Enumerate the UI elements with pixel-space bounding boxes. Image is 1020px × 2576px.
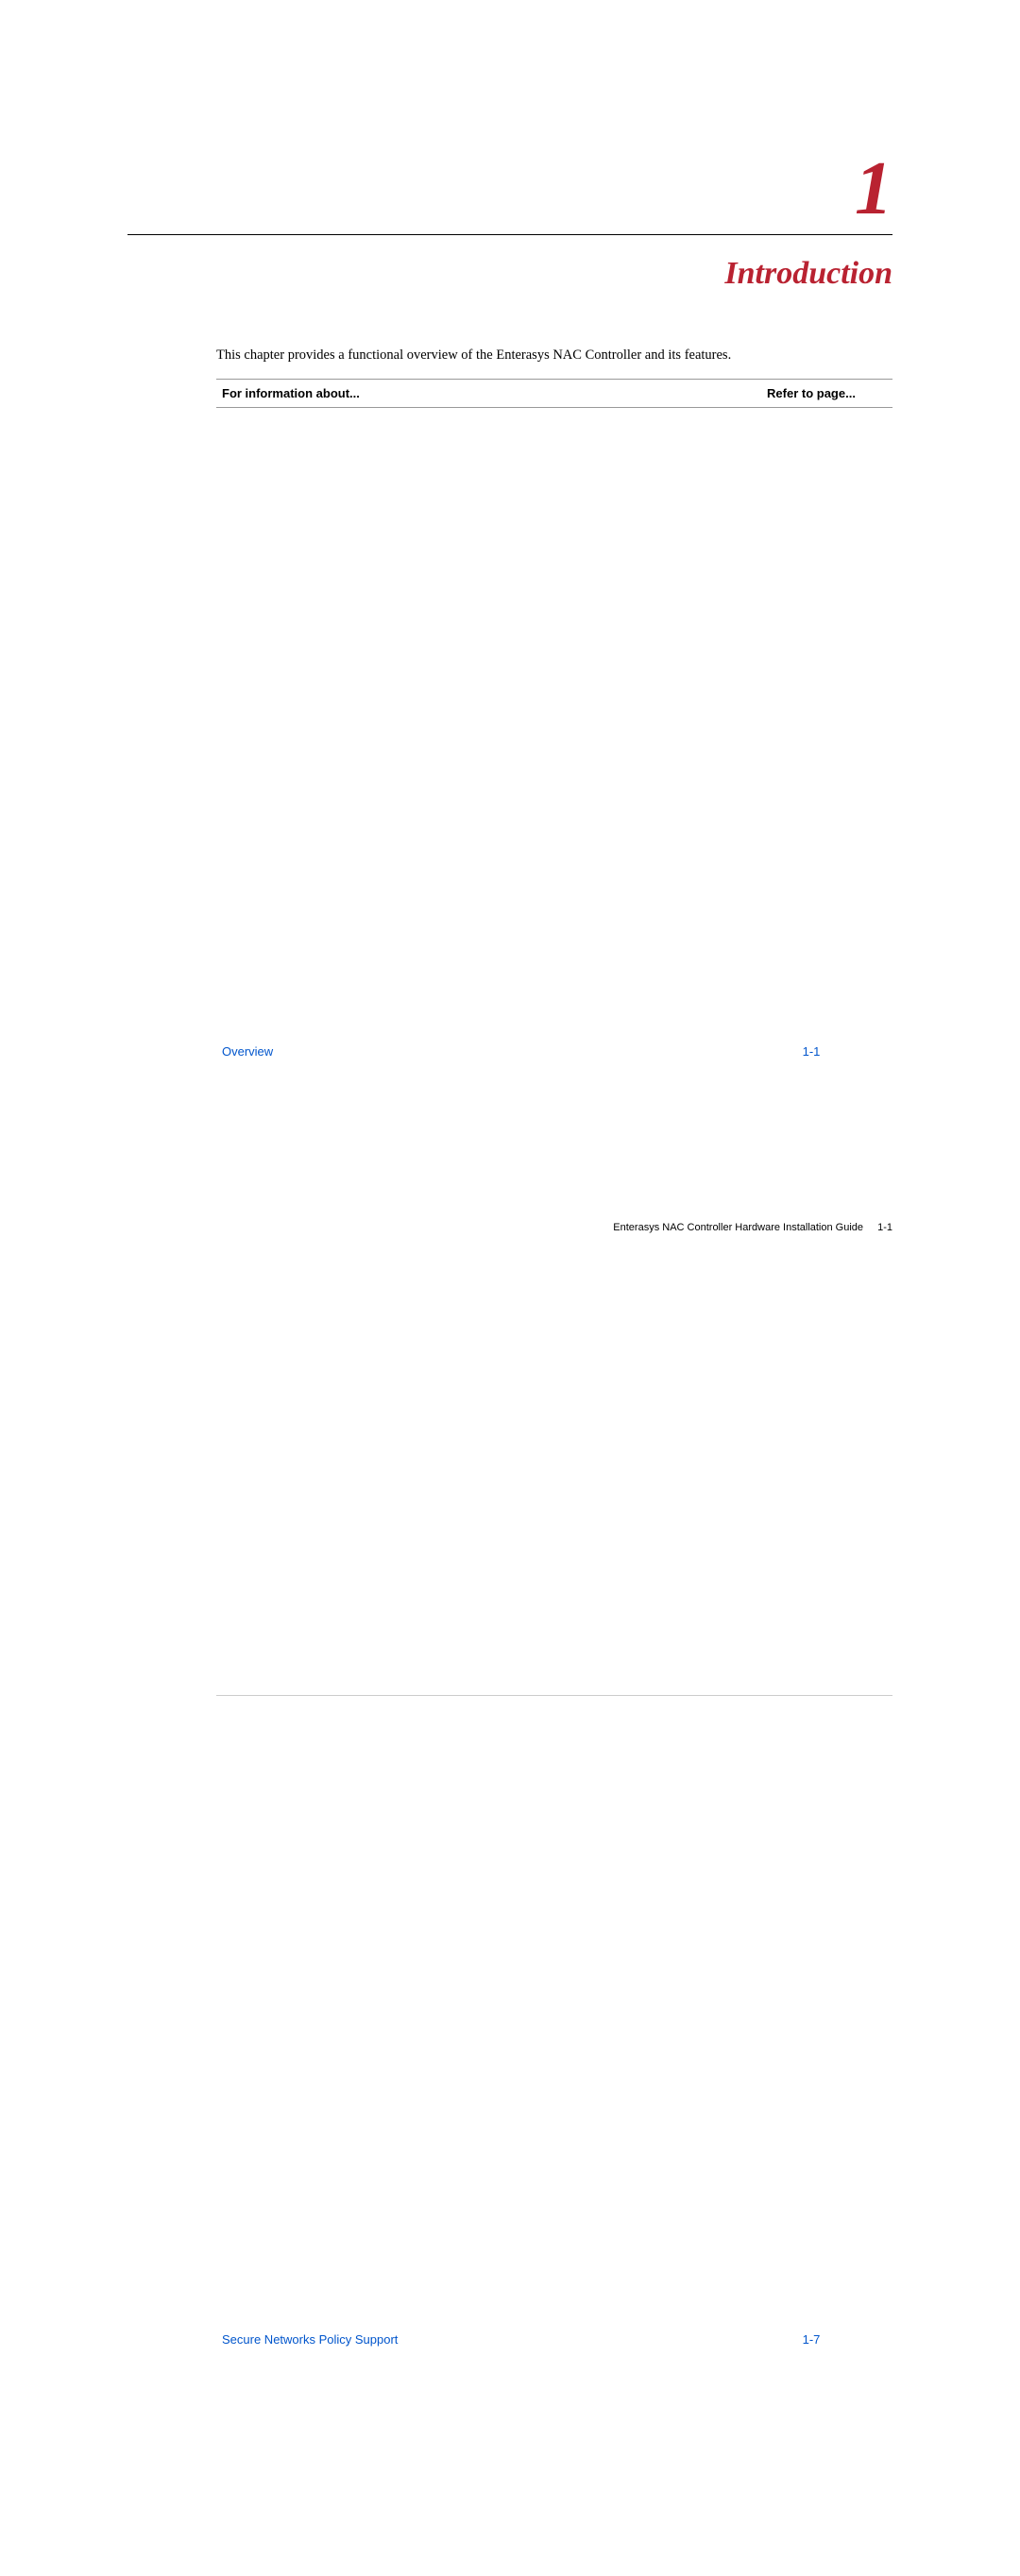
overview-link[interactable]: Overview xyxy=(222,1044,273,1059)
chapter-title: Introduction xyxy=(128,256,892,292)
footer-text: Enterasys NAC Controller Hardware Instal… xyxy=(613,1222,863,1233)
table-header-page: Refer to page... xyxy=(730,379,892,407)
table-header-info: For information about... xyxy=(216,379,730,407)
table-page-cell: 1-1 xyxy=(730,407,892,1695)
table-page-cell: 1-7 xyxy=(730,1695,892,2576)
intro-paragraph: This chapter provides a functional overv… xyxy=(216,347,892,365)
chapter-divider xyxy=(128,234,892,235)
reference-table: For information about... Refer to page..… xyxy=(216,379,892,2576)
footer-page-number: 1-1 xyxy=(877,1222,892,1233)
page-footer: Enterasys NAC Controller Hardware Instal… xyxy=(613,1222,892,1233)
secure-networks-link[interactable]: Secure Networks Policy Support xyxy=(222,2332,398,2347)
chapter-number: 1 xyxy=(128,151,892,227)
table-row: Secure Networks Policy Support 1-7 xyxy=(216,1695,892,2576)
table-row: Overview 1-1 xyxy=(216,407,892,1695)
